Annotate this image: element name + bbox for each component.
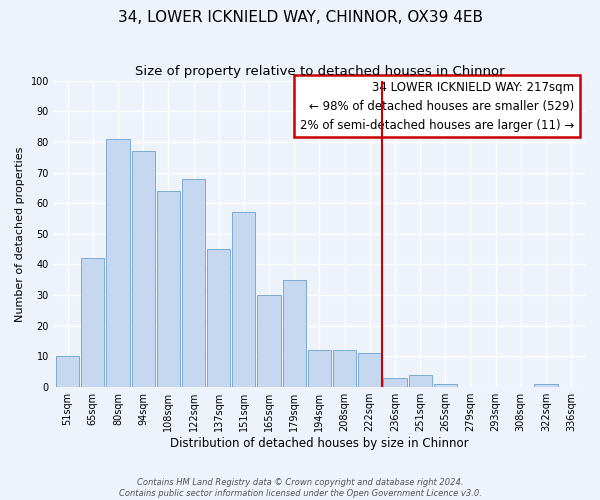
Text: 34, LOWER ICKNIELD WAY, CHINNOR, OX39 4EB: 34, LOWER ICKNIELD WAY, CHINNOR, OX39 4E… xyxy=(118,10,482,25)
Bar xyxy=(333,350,356,387)
Bar xyxy=(308,350,331,387)
Bar xyxy=(106,139,130,387)
Bar xyxy=(131,151,155,387)
Bar xyxy=(81,258,104,387)
Bar xyxy=(232,212,256,387)
Bar xyxy=(257,295,281,387)
Bar xyxy=(535,384,557,387)
X-axis label: Distribution of detached houses by size in Chinnor: Distribution of detached houses by size … xyxy=(170,437,469,450)
Bar xyxy=(157,191,180,387)
Text: Contains HM Land Registry data © Crown copyright and database right 2024.
Contai: Contains HM Land Registry data © Crown c… xyxy=(119,478,481,498)
Text: 34 LOWER ICKNIELD WAY: 217sqm
← 98% of detached houses are smaller (529)
2% of s: 34 LOWER ICKNIELD WAY: 217sqm ← 98% of d… xyxy=(300,80,574,132)
Bar xyxy=(409,375,431,387)
Bar xyxy=(207,249,230,387)
Y-axis label: Number of detached properties: Number of detached properties xyxy=(15,146,25,322)
Bar xyxy=(56,356,79,387)
Bar xyxy=(358,354,382,387)
Bar xyxy=(182,178,205,387)
Title: Size of property relative to detached houses in Chinnor: Size of property relative to detached ho… xyxy=(134,65,504,78)
Bar xyxy=(383,378,407,387)
Bar xyxy=(434,384,457,387)
Bar xyxy=(283,280,306,387)
